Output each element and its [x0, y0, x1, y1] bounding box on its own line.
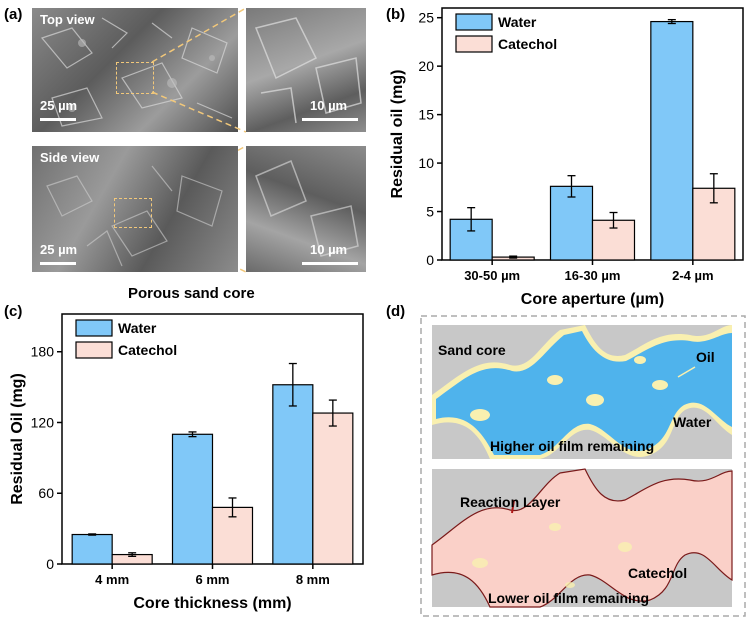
sem-texture-side [46, 165, 223, 267]
panel-label-b: (b) [386, 6, 406, 23]
label-lower-oil-film: Lower oil film remaining [488, 590, 649, 606]
scale-label-25-top: 25 µm [40, 98, 78, 113]
zoom-box-top [116, 62, 154, 94]
bar-water-2 [171, 433, 214, 565]
legend-label-catechol: Catechol [118, 342, 177, 358]
sem-texture-top-zoom [254, 17, 362, 124]
sem-side-zoom-image: 10 µm [246, 146, 366, 272]
x-tick-label: 6 mm [196, 572, 230, 587]
label-water: Water [673, 414, 712, 430]
x-tick-label: 2-4 µm [672, 268, 713, 283]
diagram-bottom-catechol [431, 468, 733, 608]
y-axis-label: Residual oil (mg) [389, 70, 406, 199]
label-reaction-layer: Reaction Layer [460, 494, 561, 510]
legend-swatch-catechol [75, 341, 113, 359]
scale-label-25-side: 25 µm [40, 242, 78, 257]
bar-water-3 [650, 20, 694, 261]
panel-label-d: (d) [386, 303, 406, 320]
scale-label-10-side: 10 µm [310, 242, 348, 257]
y-tick-label: 60 [38, 485, 54, 501]
legend-swatch-water [455, 13, 493, 31]
bar-water-3 [272, 384, 314, 565]
diagram-oil-film: Sand core Oil Water Higher oil film rema… [420, 315, 746, 617]
label-higher-oil-film: Higher oil film remaining [490, 438, 654, 454]
scale-bar-side-zoom [302, 262, 358, 265]
legend-label-water: Water [498, 14, 537, 30]
panel-label-c: (c) [4, 303, 23, 320]
top-view-label: Top view [40, 12, 95, 27]
y-tick-label: 0 [426, 252, 434, 268]
sem-top-zoom-image: 10 µm [246, 8, 366, 132]
label-oil: Oil [696, 349, 715, 365]
bar-catechol-3 [312, 412, 354, 565]
sem-caption: Porous sand core [128, 285, 255, 302]
x-axis-label: Core thickness (mm) [133, 595, 291, 612]
x-tick-label: 30-50 µm [464, 268, 520, 283]
y-tick-label: 120 [31, 414, 55, 430]
chart-core-aperture: 0 5 10 15 20 25 30-50 µm 16-30 µm 2-4 µm Core ape… [389, 7, 744, 308]
x-tick-label: 4 mm [95, 572, 129, 587]
y-tick-label: 25 [418, 10, 434, 26]
y-tick-label: 10 [418, 155, 434, 171]
sem-texture-side-zoom [255, 160, 359, 257]
sem-top-view-image: Top view 25 µm [32, 8, 238, 132]
scale-bar-top-zoom [302, 118, 358, 121]
legend-swatch-catechol [455, 35, 493, 53]
scale-label-10-top: 10 µm [310, 98, 348, 113]
catechol-pointer [615, 566, 631, 578]
x-tick-label: 8 mm [296, 572, 330, 587]
label-sand-core: Sand core [438, 342, 506, 358]
panel-label-a: (a) [4, 6, 23, 23]
x-tick-label: 16-30 µm [565, 268, 621, 283]
y-tick-label: 5 [426, 204, 434, 220]
sem-side-view-image: Side view 25 µm [32, 146, 238, 272]
sem-texture-top [40, 17, 233, 127]
y-axis-label: Residual Oil (mg) [9, 373, 26, 505]
zoom-box-side [114, 198, 152, 228]
water-pointer [659, 404, 669, 416]
y-tick-label: 180 [31, 344, 55, 360]
label-catechol: Catechol [628, 565, 687, 581]
reaction-layer-pointer [511, 499, 515, 514]
y-tick-label: 20 [418, 58, 434, 74]
legend-label-water: Water [118, 320, 157, 336]
scale-bar-top [40, 118, 76, 121]
chart-core-thickness: 0 60 120 180 4 mm 6 mm 8 mm Core thickness (mm)… [9, 313, 364, 612]
legend-swatch-water [75, 319, 113, 337]
scale-bar-side [40, 262, 76, 265]
y-tick-label: 15 [418, 107, 434, 123]
bar-water-1 [71, 533, 113, 565]
oil-pointer [677, 366, 696, 378]
y-tick-label: 0 [46, 556, 54, 572]
legend-label-catechol: Catechol [498, 36, 557, 52]
side-view-label: Side view [40, 150, 100, 165]
diagram-top-water [432, 325, 732, 459]
x-axis-label: Core aperture (µm) [521, 291, 664, 308]
